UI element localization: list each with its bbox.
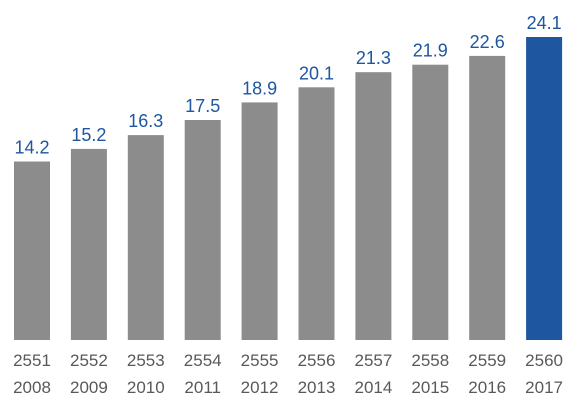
bar-2552	[70, 148, 107, 340]
tick-label-buddhist-year: 2553	[127, 351, 165, 370]
tick-label-gregorian-year: 2016	[468, 378, 506, 397]
tick-label-gregorian-year: 2017	[525, 378, 563, 397]
value-label-2552: 15.2	[71, 125, 106, 145]
value-labels-group: 14.2 15.2 16.3 17.5 18.9 20.1 21.3 21.9 22.6 24.1	[14, 13, 561, 158]
value-label-2557: 21.3	[356, 48, 391, 68]
tick-label-buddhist-year: 2556	[298, 351, 336, 370]
tick-label-gregorian-year: 2012	[241, 378, 279, 397]
tick-label-buddhist-year: 2557	[354, 351, 392, 370]
tick-label-buddhist-year: 2552	[70, 351, 108, 370]
tick-label-gregorian-year: 2015	[411, 378, 449, 397]
bar-2555	[241, 102, 278, 341]
tick-label-buddhist-year: 2554	[184, 351, 222, 370]
tick-label-buddhist-year: 2555	[241, 351, 279, 370]
tick-label-gregorian-year: 2008	[13, 378, 51, 397]
bar-2556	[298, 87, 335, 340]
tick-label-buddhist-year: 2559	[468, 351, 506, 370]
bars-group	[14, 37, 563, 341]
value-label-2559: 22.6	[470, 32, 505, 52]
tick-label-gregorian-year: 2013	[298, 378, 336, 397]
tick-label-gregorian-year: 2011	[184, 378, 221, 397]
tick-label-buddhist-year: 2551	[13, 351, 51, 370]
bar-2554	[184, 120, 221, 340]
value-label-2551: 14.2	[14, 138, 49, 158]
tick-label-gregorian-year: 2009	[70, 378, 108, 397]
bar-2559	[469, 55, 506, 341]
bar-2560	[526, 37, 563, 340]
bar-2553	[127, 135, 164, 340]
value-label-2556: 20.1	[299, 63, 334, 83]
bar-2557	[355, 72, 392, 340]
value-label-2554: 17.5	[185, 96, 220, 116]
tick-label-buddhist-year: 2560	[525, 351, 563, 370]
value-label-2553: 16.3	[128, 111, 163, 131]
x-axis-tick-labels: 2551 2008 2552 2009 2553 2010 2554 2011 2555 2012…	[13, 351, 563, 397]
tick-label-gregorian-year: 2010	[127, 378, 165, 397]
bar-2558	[412, 64, 449, 340]
tick-label-gregorian-year: 2014	[354, 378, 392, 397]
bar-2551	[14, 161, 50, 340]
value-label-2560: 24.1	[527, 13, 562, 33]
tick-label-buddhist-year: 2558	[411, 351, 449, 370]
value-label-2555: 18.9	[242, 78, 277, 98]
value-label-2558: 21.9	[413, 41, 448, 61]
